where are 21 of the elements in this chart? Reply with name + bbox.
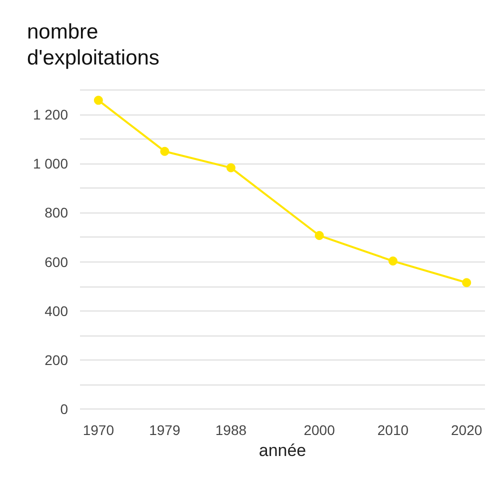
y-tick-label: 800 (44, 204, 68, 221)
x-axis-title: année (258, 440, 306, 460)
x-tick-label: 2010 (377, 422, 409, 438)
x-tick-label: 2000 (304, 422, 336, 438)
y-tick-label: 400 (44, 302, 68, 319)
x-tick-label: 1970 (82, 422, 114, 438)
x-tick-label: 1988 (215, 422, 247, 438)
y-tick-label: 200 (44, 352, 68, 368)
y-tick-label: 1 000 (32, 156, 68, 172)
point (388, 256, 398, 266)
point (160, 146, 170, 156)
point (314, 231, 324, 240)
y-tick-label: 0 (60, 401, 68, 417)
y-tick-label: 1 200 (32, 106, 68, 123)
x-tick-label: 2020 (451, 422, 482, 438)
point (94, 96, 103, 105)
y-axis-title: nombre d'exploitations (27, 20, 160, 70)
y-tick-label: 600 (44, 254, 68, 270)
point (226, 163, 236, 172)
point (462, 278, 472, 288)
x-tick-label: 1979 (149, 422, 180, 438)
